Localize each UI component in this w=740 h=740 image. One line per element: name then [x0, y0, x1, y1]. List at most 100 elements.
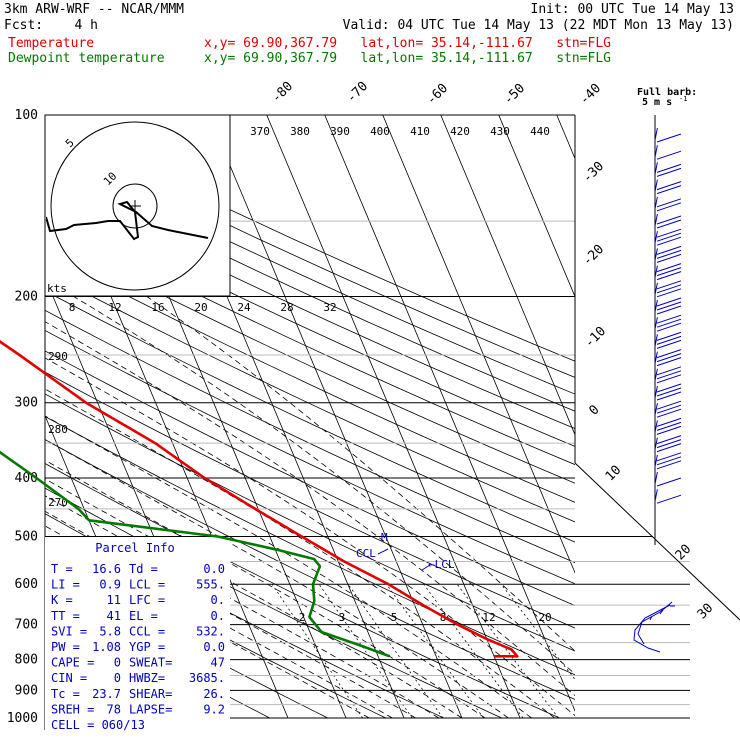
mixing-ratio-labels: 2 3 5 8 12 20	[299, 611, 552, 624]
mixing-ratio-label: 3	[339, 611, 346, 624]
parcel-row-value: 0.	[211, 593, 225, 607]
wind-barb	[654, 435, 682, 453]
parcel-info-box	[45, 537, 230, 730]
dry-adiabat-labels: 290 280 270	[48, 350, 68, 509]
theta-label: 370	[250, 125, 270, 138]
full-barb-exponent: -1	[679, 95, 687, 103]
isotherm-tick-label: -20	[580, 242, 607, 269]
dry-adiabat-label: 270	[48, 496, 68, 509]
theta-labels: 370 380 390 400 410 420 430 440	[250, 125, 550, 138]
parcel-row-value: 0.0	[203, 640, 225, 654]
isotherm-line	[266, 115, 521, 719]
wind-barb	[654, 400, 682, 418]
parcel-row-label: Td =	[129, 562, 158, 576]
parcel-row-label: LI =	[51, 578, 80, 592]
theta-label: 410	[410, 125, 430, 138]
isotherm-tick-label: -40	[577, 81, 604, 108]
wind-barbs	[654, 127, 682, 504]
isotherm-tick-labels: -80 -70 -60 -50 -40 -30 -20 -10 0 10 20 30	[269, 79, 716, 622]
parcel-row-value: 23.7	[92, 687, 121, 701]
full-barb-title: Full barb:	[637, 87, 697, 98]
hodograph-ring-outer	[50, 121, 220, 291]
mixing-ratio-label: 20	[538, 611, 551, 624]
hodograph-trace	[46, 200, 209, 241]
parcel-row-value: 1.08	[92, 640, 121, 654]
parcel-row-value: 78	[107, 702, 121, 716]
lcl-marker-line	[421, 564, 431, 571]
pressure-tick-label: 200	[15, 290, 38, 305]
theta-label: 440	[530, 125, 550, 138]
pressure-tick-labels: 100 200 300 400 500 600 700 800 900 1000	[7, 108, 38, 726]
parcel-row-value: 3685.	[189, 671, 225, 685]
pressure-tick-label: 400	[15, 471, 38, 486]
wind-barb	[654, 145, 682, 160]
mixing-ratio-label: 2	[299, 611, 306, 624]
isotherm-tick-label: 0	[586, 402, 602, 418]
temperature-profile	[0, 340, 519, 658]
parcel-row-label: T =	[51, 562, 73, 576]
parcel-row-value: 11	[107, 593, 121, 607]
wind-barb	[654, 349, 682, 367]
parcel-row-value: 41	[107, 609, 121, 623]
dewpoint-location: x,y= 69.90,367.79 lat,lon= 35.14,-111.67…	[204, 51, 611, 66]
hodograph: 5 10 kts	[44, 114, 231, 297]
parcel-row-label: SREH =	[51, 702, 94, 716]
parcel-row-label: LAPSE=	[129, 702, 172, 716]
wind-barb	[654, 228, 682, 246]
isotherm-line	[498, 115, 575, 298]
pressure-tick-label: 900	[15, 683, 38, 698]
parcel-row-label: K =	[51, 593, 73, 607]
pressure-tick-label: 700	[15, 618, 38, 633]
parcel-row-value: 0.	[211, 609, 225, 623]
init-time: Init: 00 UTC Tue 14 May 13	[530, 2, 735, 17]
sounding-profiles	[0, 340, 519, 658]
isotherm-tick-label: 10	[603, 463, 625, 485]
theta-label: 430	[490, 125, 510, 138]
wind-barb	[654, 213, 682, 229]
isotherm-tick-label: -10	[582, 324, 609, 351]
parcel-row-value: 26.	[203, 687, 225, 701]
isotherm-line	[556, 115, 575, 160]
hodograph-ring-inner	[112, 183, 158, 229]
isotherm-line	[324, 115, 575, 712]
lcl-marker: ←LCL	[428, 558, 455, 571]
dry-adiabat-label: 290	[48, 350, 68, 363]
dewpoint-legend: Dewpoint temperature	[8, 51, 165, 66]
wind-barb	[654, 127, 682, 143]
theta-label: 390	[330, 125, 350, 138]
wind-barb	[654, 314, 682, 332]
parcel-row-value: 47	[211, 656, 225, 670]
speed-label: 32	[323, 301, 336, 314]
wind-barb	[654, 471, 682, 487]
parcel-row-value: 555.	[196, 578, 225, 592]
frame-edge	[574, 462, 740, 621]
model-title: 3km ARW-WRF -- NCAR/MMM	[4, 2, 185, 17]
parcel-row-label: TT =	[51, 609, 80, 623]
ccl-marker: CCL	[356, 547, 376, 560]
isotherm-tick-label: -80	[269, 79, 296, 106]
mixing-ratio-label: 5	[391, 611, 398, 624]
parcel-row-value: 0	[114, 671, 121, 685]
temperature-location: x,y= 69.90,367.79 lat,lon= 35.14,-111.67…	[204, 36, 611, 51]
parcel-cell: CELL = 060/13	[51, 718, 145, 732]
lower-barb-cluster	[633, 601, 675, 653]
mixing-ratio-label: 12	[482, 611, 495, 624]
hodograph-kts-label: kts	[47, 282, 67, 295]
parcel-row-label: CIN =	[51, 671, 87, 685]
theta-label: 400	[370, 125, 390, 138]
wind-barb	[654, 452, 682, 470]
parcel-row-label: LFC =	[129, 593, 165, 607]
valid-time: Valid: 04 UTC Tue 14 May 13 (22 MDT Mon …	[342, 18, 734, 33]
dewpoint-profile	[0, 450, 391, 658]
parcel-row-label: SWEAT=	[129, 656, 172, 670]
parcel-row-label: HWBZ=	[129, 671, 165, 685]
parcel-row-value: 0.9	[99, 578, 121, 592]
parcel-info-title: Parcel Info	[95, 541, 174, 555]
isotherm-line	[382, 115, 575, 574]
pressure-tick-label: 1000	[7, 711, 38, 726]
speed-labels: 8 12 16 20 24 28 32	[69, 301, 337, 314]
wind-barb	[654, 417, 682, 435]
wind-barb	[654, 331, 682, 349]
